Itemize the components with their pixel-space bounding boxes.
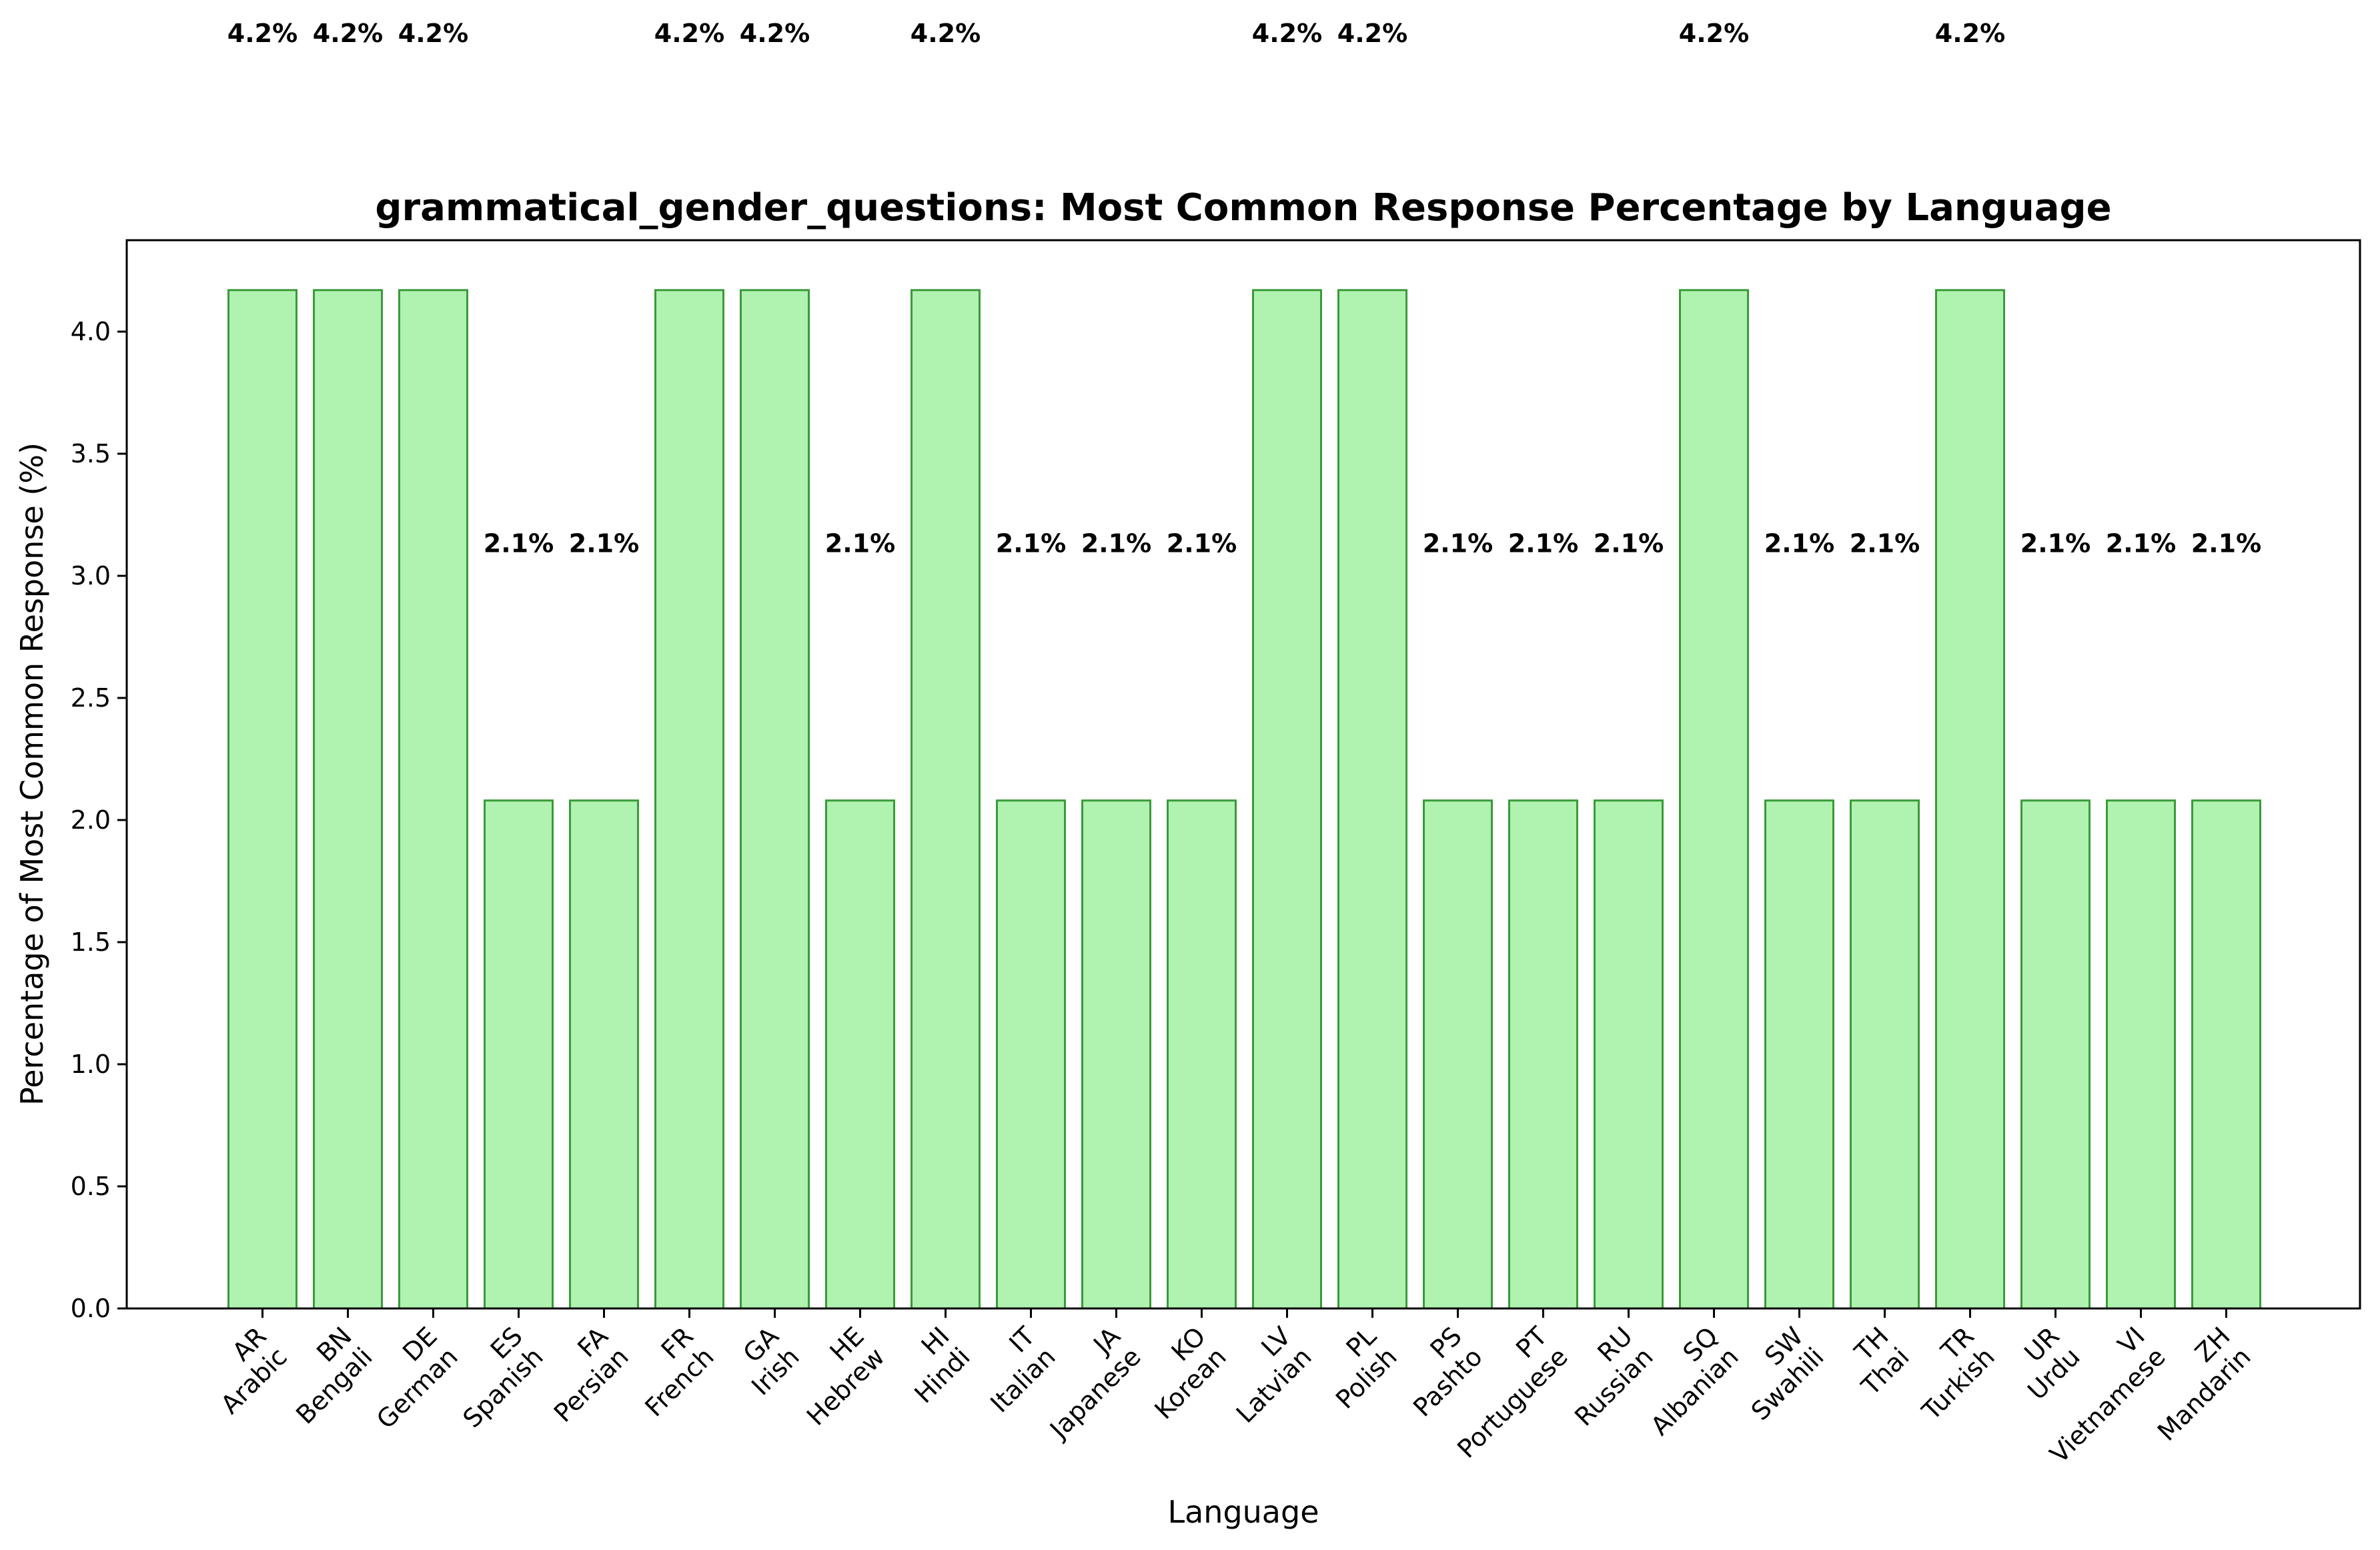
bar-ur (2020, 799, 2091, 1310)
x-axis-ticks: ARArabic BNBengali DEGerman ESSpanish FAPers… (195, 1308, 2257, 1469)
data-label-lv: 4.2% (1252, 19, 1322, 48)
x-tick-label-ps: PSPashto (1387, 1321, 1488, 1422)
data-label-ur: 2.1% (2020, 529, 2091, 558)
x-tick-label-es: ESSpanish (437, 1321, 549, 1433)
bar-lv (1252, 289, 1322, 1310)
x-tick-label-sq: SQAlbanian (1624, 1321, 1744, 1441)
x-tick-label-ko: KOKorean (1129, 1321, 1232, 1425)
data-label-bn: 4.2% (313, 19, 383, 48)
data-label-ga: 4.2% (740, 19, 810, 48)
y-tick-label: 0.5 (71, 1172, 111, 1201)
x-tick-label-ur: URUrdu (2001, 1321, 2085, 1405)
bars-group (227, 289, 2261, 1310)
bar-es (484, 799, 554, 1310)
x-tick-label-pl: PLPolish (1309, 1321, 1403, 1415)
x-tick-label-zh: ZHMandarin (2131, 1321, 2257, 1447)
data-labels-group: 4.2% 4.2% 4.2% 2.1% 2.1% 4.2% 4.2% 2.1% 4.2% 2.1%… (227, 19, 2261, 558)
x-tick-label-hi: HIHindi (888, 1321, 976, 1409)
bar-ko (1167, 799, 1237, 1310)
bar-hi (911, 289, 981, 1310)
data-label-th: 2.1% (1850, 529, 1920, 558)
data-label-it: 2.1% (996, 529, 1066, 558)
bar-th (1850, 799, 1920, 1310)
bar-pl (1337, 289, 1407, 1310)
bar-zh (2191, 799, 2261, 1310)
x-tick-label-th: THThai (1835, 1321, 1915, 1401)
bar-fa (569, 799, 639, 1310)
data-label-de: 4.2% (398, 19, 468, 48)
data-label-pl: 4.2% (1337, 19, 1407, 48)
bar-ps (1423, 799, 1493, 1310)
y-tick-label: 4.0 (71, 317, 111, 346)
bar-ru (1594, 799, 1664, 1310)
bar-pt (1508, 799, 1578, 1310)
x-tick-label-ja: JAJapanese (1023, 1321, 1146, 1445)
x-tick-name: Japanese (1043, 1342, 1147, 1445)
y-tick-label: 1.5 (71, 927, 111, 957)
y-tick-label: 3.0 (71, 561, 111, 591)
y-axis-ticks: 0.0 0.5 1.0 1.5 2.0 2.5 3.0 3.5 4.0 (71, 317, 127, 1323)
data-label-ps: 2.1% (1423, 529, 1493, 558)
x-tick-label-ru: RURussian (1548, 1321, 1658, 1431)
x-tick-label-de: DEGerman (350, 1321, 464, 1435)
bar-it (996, 799, 1066, 1310)
y-tick-label: 2.0 (71, 805, 111, 835)
bar-sw (1764, 799, 1834, 1310)
bar-de (398, 289, 468, 1310)
y-axis-label: Percentage of Most Common Response (%) (14, 442, 50, 1106)
data-label-he: 2.1% (825, 529, 895, 558)
bar-he (825, 799, 895, 1310)
bar-bn (313, 289, 383, 1310)
x-tick-label-ar: ARArabic (195, 1321, 293, 1419)
data-label-zh: 2.1% (2191, 529, 2261, 558)
x-tick-label-sw: SWSwahili (1725, 1321, 1830, 1426)
data-label-vi: 2.1% (2106, 529, 2176, 558)
bar-tr (1935, 289, 2005, 1310)
data-label-tr: 4.2% (1935, 19, 2005, 48)
bar-ga (740, 289, 810, 1310)
data-label-ja: 2.1% (1081, 529, 1151, 558)
y-tick-label: 2.5 (71, 683, 111, 713)
bar-ja (1081, 799, 1151, 1310)
y-tick-label: 0.0 (71, 1294, 111, 1323)
plot-frame (125, 239, 2361, 1310)
x-tick-label-lv: LVLatvian (1210, 1321, 1317, 1429)
x-tick-label-bn: BNBengali (269, 1321, 378, 1429)
y-tick-label: 3.5 (71, 439, 111, 468)
x-tick-label-fa: FAPersian (528, 1321, 634, 1428)
data-label-pt: 2.1% (1508, 529, 1578, 558)
x-axis-label: Language (1167, 1494, 1319, 1530)
bar-vi (2106, 799, 2176, 1310)
bar-fr (654, 289, 724, 1310)
x-tick-label-tr: TRTurkish (1896, 1321, 2000, 1426)
y-tick-label: 1.0 (71, 1050, 111, 1079)
data-label-sq: 4.2% (1679, 19, 1749, 48)
bar-ar (227, 289, 298, 1310)
data-label-ar: 4.2% (227, 19, 298, 48)
chart-title: grammatical_gender_questions: Most Commo… (375, 186, 2111, 230)
data-label-hi: 4.2% (911, 19, 981, 48)
x-tick-label-he: HEHebrew (780, 1321, 890, 1431)
data-label-es: 2.1% (484, 529, 554, 558)
x-tick-label-fr: FRFrench (618, 1321, 719, 1422)
data-label-fa: 2.1% (569, 529, 639, 558)
data-label-fr: 4.2% (654, 19, 724, 48)
bar-sq (1679, 289, 1749, 1310)
data-label-ko: 2.1% (1167, 529, 1237, 558)
x-tick-label-it: ITItalian (964, 1321, 1061, 1419)
data-label-sw: 2.1% (1764, 529, 1834, 558)
data-label-ru: 2.1% (1594, 529, 1664, 558)
x-tick-label-ga: GAIrish (725, 1321, 804, 1401)
